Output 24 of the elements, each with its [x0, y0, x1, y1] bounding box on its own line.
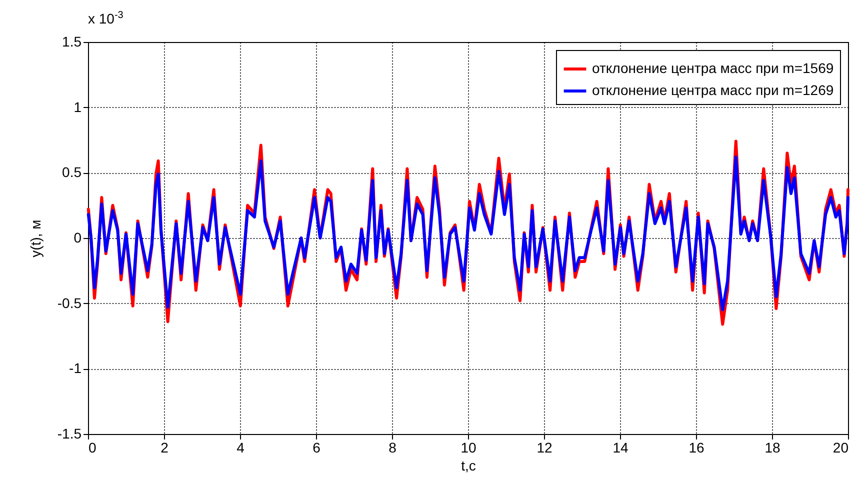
legend-label: отклонение центра масс при m=1569 [592, 60, 834, 76]
y-tick-label: 0.5 [62, 164, 82, 180]
y-tick-label: 1 [74, 98, 82, 115]
x-tick-label: 0 [88, 440, 96, 456]
x-tick-label: 12 [536, 440, 552, 456]
x-tick-label: 6 [312, 440, 321, 456]
x-tick-label: 2 [160, 440, 169, 456]
legend-label: отклонение центра масс при m=1269 [592, 82, 834, 98]
y-tick-label: 0 [74, 230, 82, 246]
y-axis-title: y(t), м [27, 220, 44, 258]
x-axis-title: t,c [461, 458, 476, 474]
y-tick-label: 1.5 [62, 34, 82, 50]
x-tick-label: 20 [832, 440, 849, 456]
x-tick-label: 14 [612, 440, 628, 456]
x-tick-label: 8 [388, 440, 397, 456]
x-tick-label: 18 [764, 440, 780, 456]
y-tick-label: -1 [69, 360, 82, 376]
y-tick-label: -1.5 [57, 426, 82, 442]
text: x 10$^{-3}$ [88, 10, 124, 27]
x-tick-label: 16 [688, 440, 704, 456]
y-tick-label: -0.5 [57, 294, 82, 311]
line-series [86, 155, 850, 312]
x-tick-label: 4 [236, 440, 245, 456]
x-tick-label: 10 [460, 440, 476, 456]
